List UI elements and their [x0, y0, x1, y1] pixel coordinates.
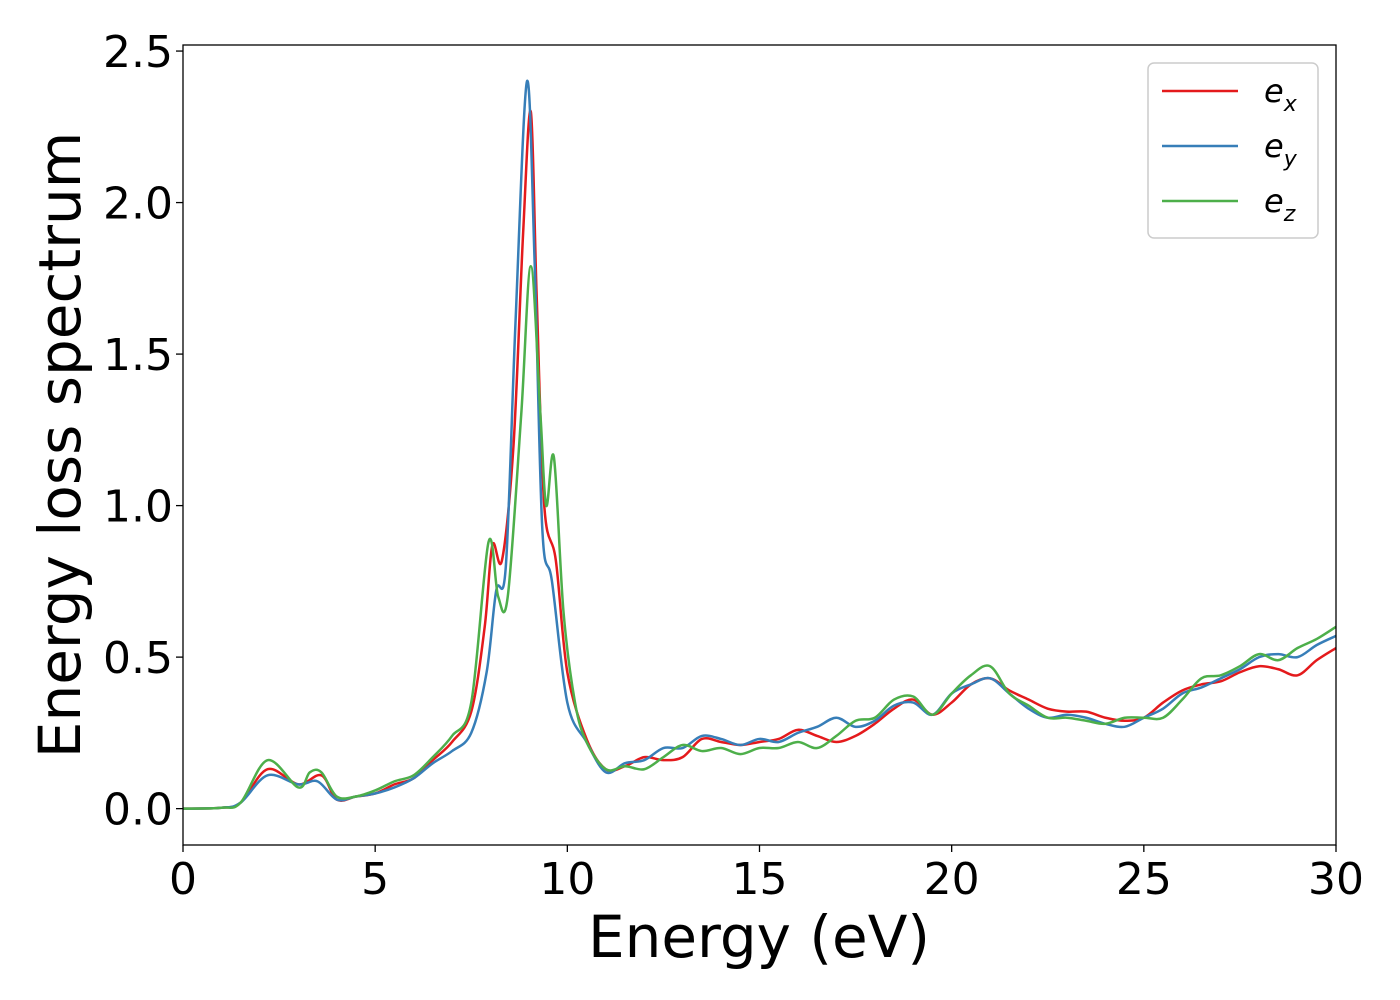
x-tick-label: 0 — [169, 854, 197, 905]
y-axis-title: Energy loss spectrum — [26, 132, 94, 758]
x-axis: 0 5 10 15 20 25 30 — [169, 845, 1364, 905]
y-tick-label: 2.0 — [103, 179, 173, 230]
series-line-ex — [182, 109, 1337, 810]
x-tick-label: 15 — [732, 854, 788, 905]
legend-box — [1147, 62, 1319, 239]
y-axis: 0.0 0.5 1.0 1.5 2.0 2.5 — [103, 27, 183, 836]
y-tick-label: 1.5 — [103, 330, 173, 381]
series-line-ez — [182, 264, 1337, 810]
x-tick-label: 25 — [1116, 854, 1172, 905]
series-layer — [182, 79, 1337, 810]
x-tick-label: 30 — [1308, 854, 1364, 905]
y-tick-label: 0.5 — [103, 633, 173, 684]
y-tick-label: 2.5 — [103, 27, 173, 78]
y-tick-label: 0.0 — [103, 785, 173, 836]
x-tick-label: 5 — [361, 854, 389, 905]
series-line-ey — [182, 79, 1337, 810]
y-tick-label: 1.0 — [103, 482, 173, 533]
x-tick-label: 10 — [539, 854, 595, 905]
x-tick-label: 20 — [924, 854, 980, 905]
x-axis-title: Energy (eV) — [588, 903, 930, 971]
